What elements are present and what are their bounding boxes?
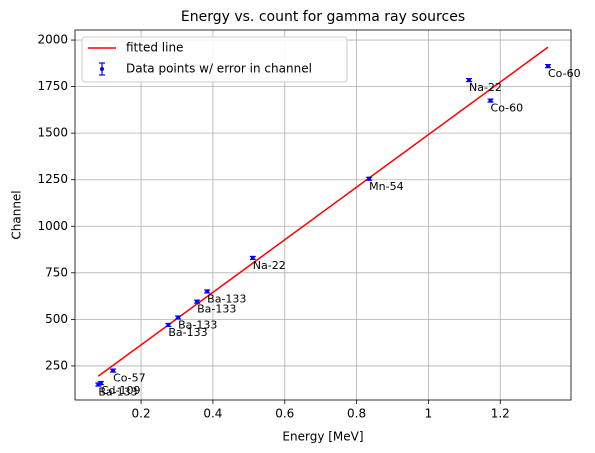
- x-tick-label: 1: [425, 407, 433, 421]
- point-label: Ba-133: [197, 303, 236, 316]
- point-label: Co-60: [491, 102, 524, 115]
- y-tick-label: 2000: [37, 33, 68, 47]
- y-tick-label: 1750: [37, 79, 68, 93]
- legend-box: [81, 36, 348, 83]
- marker: [205, 289, 210, 294]
- data-point: [97, 380, 104, 386]
- y-tick-label: 1500: [37, 126, 68, 140]
- point-label: Na-22: [469, 81, 502, 94]
- point-label: Co-60: [548, 67, 581, 80]
- fit-line: [97, 46, 549, 377]
- x-tick-label: 0.8: [347, 407, 366, 421]
- point-label: Co-57: [113, 372, 146, 385]
- marker: [546, 64, 551, 69]
- point-label: Cd-109: [101, 384, 141, 397]
- point-label: Na-22: [253, 259, 286, 272]
- y-tick-label: 1000: [37, 219, 68, 233]
- data-point: [487, 98, 494, 103]
- data-point: [175, 315, 182, 320]
- data-point: [249, 255, 256, 261]
- marker: [195, 299, 200, 304]
- x-axis-label: Energy [MeV]: [282, 430, 363, 444]
- marker: [367, 176, 372, 181]
- y-tick-label: 1250: [37, 172, 68, 186]
- legend-label: Data points w/ error in channel: [126, 62, 312, 76]
- y-tick-label: 250: [45, 358, 68, 372]
- marker: [111, 368, 116, 373]
- legend-label: fitted line: [126, 41, 183, 55]
- marker: [176, 315, 181, 320]
- marker: [166, 322, 171, 327]
- marker: [98, 381, 103, 386]
- data-point: [110, 368, 117, 373]
- x-tick-label: 1.2: [491, 407, 510, 421]
- x-tick-label: 0.6: [275, 407, 294, 421]
- point-label: Mn-54: [369, 180, 403, 193]
- point-label: Ba-133: [98, 386, 137, 399]
- data-point: [194, 299, 201, 304]
- legend-swatch: [100, 67, 104, 71]
- chart-title: Energy vs. count for gamma ray sources: [181, 9, 465, 25]
- point-label: Ba-133: [178, 319, 217, 332]
- data-point: [465, 78, 472, 83]
- data-point: [165, 322, 172, 328]
- x-tick-label: 0.4: [203, 407, 222, 421]
- marker: [466, 78, 471, 83]
- legend: fitted line Data points w/ error in chann…: [81, 36, 348, 83]
- point-label: Ba-133: [207, 292, 246, 305]
- marker: [488, 98, 493, 103]
- y-axis-label: Channel: [10, 190, 24, 239]
- x-tick-label: 0.2: [132, 407, 151, 421]
- y-tick-label: 750: [45, 265, 68, 279]
- marker: [250, 255, 255, 260]
- y-tick-label: 500: [45, 312, 68, 326]
- plot-frame: [74, 29, 572, 401]
- data-point: [545, 64, 552, 69]
- data-point: [366, 176, 373, 181]
- point-label: Ba-133: [168, 326, 207, 339]
- data-point: [204, 289, 211, 294]
